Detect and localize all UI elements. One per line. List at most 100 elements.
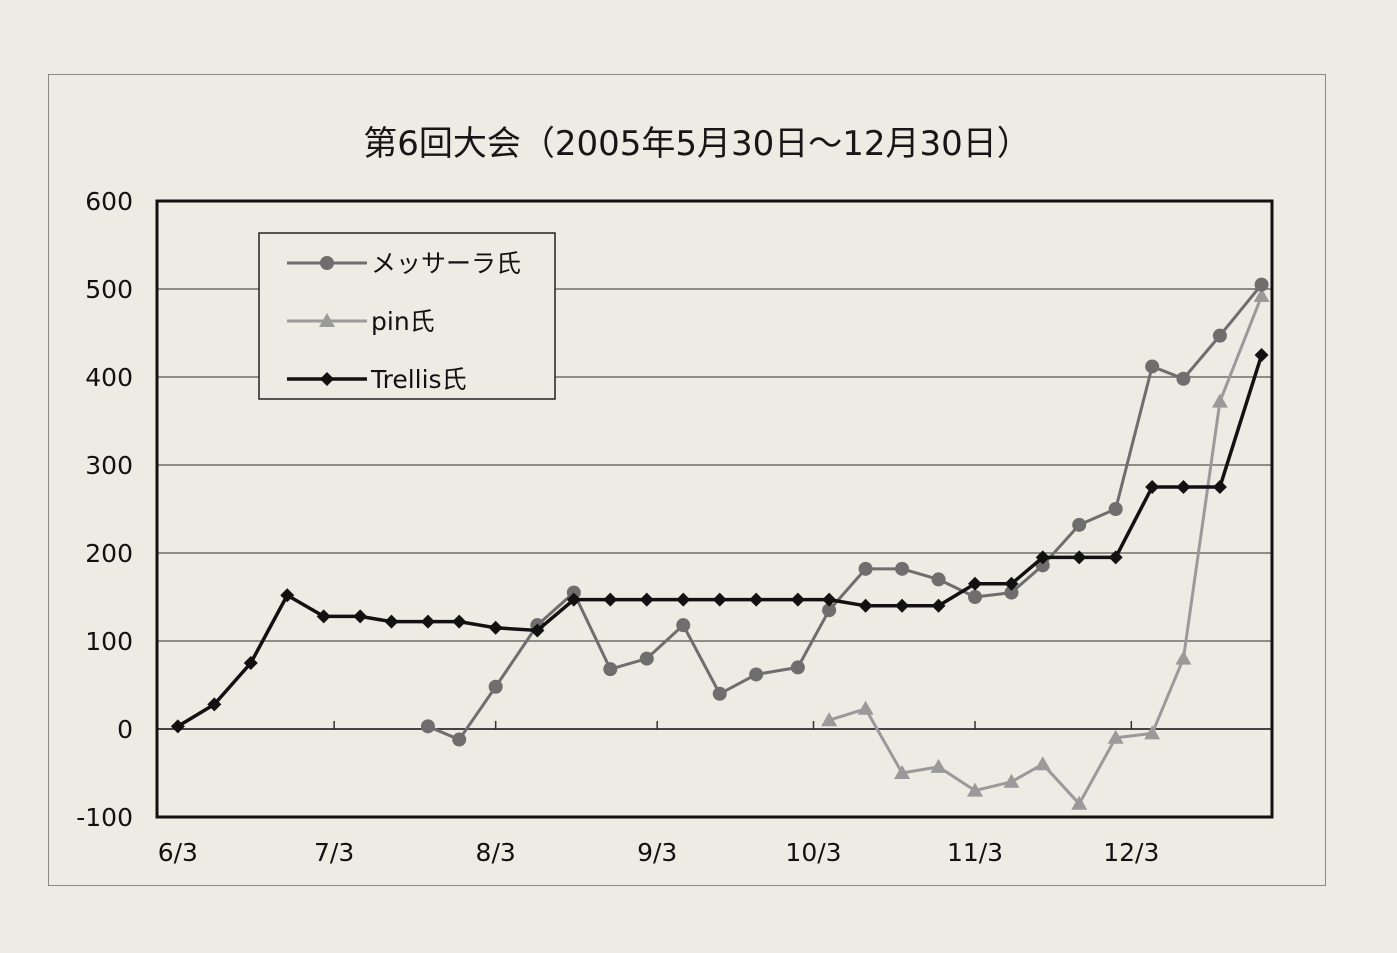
chart-frame: 第6回大会（2005年5月30日～12月30日） 600 500 400 300 200… bbox=[48, 74, 1326, 886]
data-point bbox=[967, 782, 984, 797]
data-point bbox=[1071, 795, 1088, 810]
x-tick-label: 10/3 bbox=[785, 838, 841, 867]
x-tick-label: 7/3 bbox=[314, 838, 354, 867]
legend-item: メッサーラ氏 bbox=[287, 249, 521, 278]
x-tick-label: 12/3 bbox=[1103, 838, 1159, 867]
y-tick-label: 400 bbox=[85, 363, 133, 392]
y-tick-label: 600 bbox=[85, 187, 133, 216]
data-point bbox=[603, 662, 618, 677]
data-point bbox=[822, 603, 837, 618]
y-tick-label: -100 bbox=[76, 803, 133, 832]
data-point bbox=[895, 598, 910, 613]
data-point bbox=[420, 719, 435, 734]
y-tick-label: 0 bbox=[117, 715, 133, 744]
data-point bbox=[676, 592, 691, 607]
data-point bbox=[243, 656, 258, 670]
data-point bbox=[316, 609, 331, 624]
data-point bbox=[1004, 585, 1019, 600]
data-point bbox=[603, 592, 618, 607]
data-point bbox=[1145, 359, 1160, 374]
data-point bbox=[170, 719, 185, 734]
data-point bbox=[858, 561, 873, 576]
data-point bbox=[488, 679, 503, 694]
series-1 bbox=[420, 277, 1269, 747]
series-line bbox=[427, 283, 1263, 742]
data-point bbox=[1035, 550, 1050, 565]
data-point bbox=[566, 585, 581, 600]
data-point bbox=[1145, 480, 1160, 494]
data-point bbox=[822, 592, 837, 607]
legend-box bbox=[258, 232, 556, 400]
data-point bbox=[280, 588, 295, 603]
data-point bbox=[790, 660, 805, 675]
data-point bbox=[968, 590, 983, 604]
series-layer bbox=[170, 277, 1270, 810]
data-point bbox=[1108, 502, 1123, 516]
x-tick-label: 11/3 bbox=[947, 838, 1003, 867]
data-point bbox=[930, 758, 947, 773]
data-point bbox=[452, 614, 467, 629]
data-point bbox=[749, 592, 764, 607]
legend-marker bbox=[320, 372, 334, 386]
data-point bbox=[1004, 576, 1019, 591]
data-point bbox=[1176, 371, 1191, 386]
data-point bbox=[895, 561, 910, 576]
data-point bbox=[639, 592, 654, 607]
series-line bbox=[176, 354, 1264, 728]
data-point bbox=[207, 697, 222, 712]
legend-label: Trellis氏 bbox=[370, 365, 467, 394]
data-point bbox=[857, 700, 874, 715]
x-tick-label: 9/3 bbox=[637, 838, 677, 867]
data-point bbox=[1212, 480, 1227, 494]
y-tick-label: 200 bbox=[85, 539, 133, 568]
data-point bbox=[420, 614, 435, 629]
x-tick-label: 6/3 bbox=[158, 838, 198, 867]
legend-item: pin氏 bbox=[287, 307, 435, 336]
x-tick-label: 8/3 bbox=[476, 838, 516, 867]
series-2 bbox=[821, 288, 1270, 810]
data-point bbox=[712, 686, 727, 701]
data-point bbox=[1034, 756, 1051, 771]
data-point bbox=[1254, 348, 1269, 362]
data-point bbox=[1211, 393, 1228, 408]
data-point bbox=[968, 576, 983, 591]
chart-title: 第6回大会（2005年5月30日～12月30日） bbox=[363, 124, 1031, 164]
data-point bbox=[712, 592, 727, 607]
data-point bbox=[1107, 729, 1124, 744]
chart: 第6回大会（2005年5月30日～12月30日） 600 500 400 300 200… bbox=[76, 124, 1274, 867]
data-point bbox=[858, 598, 873, 613]
data-point bbox=[1253, 288, 1270, 303]
legend-label: pin氏 bbox=[371, 307, 435, 336]
data-point bbox=[749, 667, 764, 682]
data-point bbox=[790, 592, 805, 607]
data-point bbox=[1108, 550, 1123, 565]
data-point bbox=[1175, 650, 1192, 665]
data-point bbox=[353, 609, 368, 624]
legend-label: メッサーラ氏 bbox=[371, 249, 521, 278]
data-point bbox=[1144, 725, 1161, 740]
plot-area bbox=[155, 199, 1274, 819]
data-point bbox=[894, 765, 911, 779]
data-point bbox=[1072, 550, 1087, 565]
data-point bbox=[1072, 517, 1087, 532]
legend-marker bbox=[320, 256, 334, 270]
data-point bbox=[1212, 328, 1227, 343]
y-axis-labels: 600 500 400 300 200 100 0 -100 bbox=[76, 187, 133, 832]
y-tick-label: 300 bbox=[85, 451, 133, 480]
y-tick-label: 100 bbox=[85, 627, 133, 656]
series-3 bbox=[170, 348, 1269, 734]
data-point bbox=[676, 618, 691, 633]
data-point bbox=[566, 592, 581, 607]
x-axis-ticks bbox=[177, 721, 1133, 730]
legend-marker bbox=[319, 313, 335, 327]
data-point bbox=[639, 651, 654, 666]
data-point bbox=[821, 712, 838, 727]
data-point bbox=[488, 620, 503, 635]
data-point bbox=[931, 598, 946, 613]
data-point bbox=[530, 623, 545, 638]
data-point bbox=[452, 732, 467, 747]
data-point bbox=[384, 614, 399, 629]
x-axis-labels: 6/3 7/3 8/3 9/3 10/3 11/3 12/3 bbox=[158, 838, 1160, 867]
series-line bbox=[828, 295, 1263, 806]
data-point bbox=[1254, 277, 1269, 292]
